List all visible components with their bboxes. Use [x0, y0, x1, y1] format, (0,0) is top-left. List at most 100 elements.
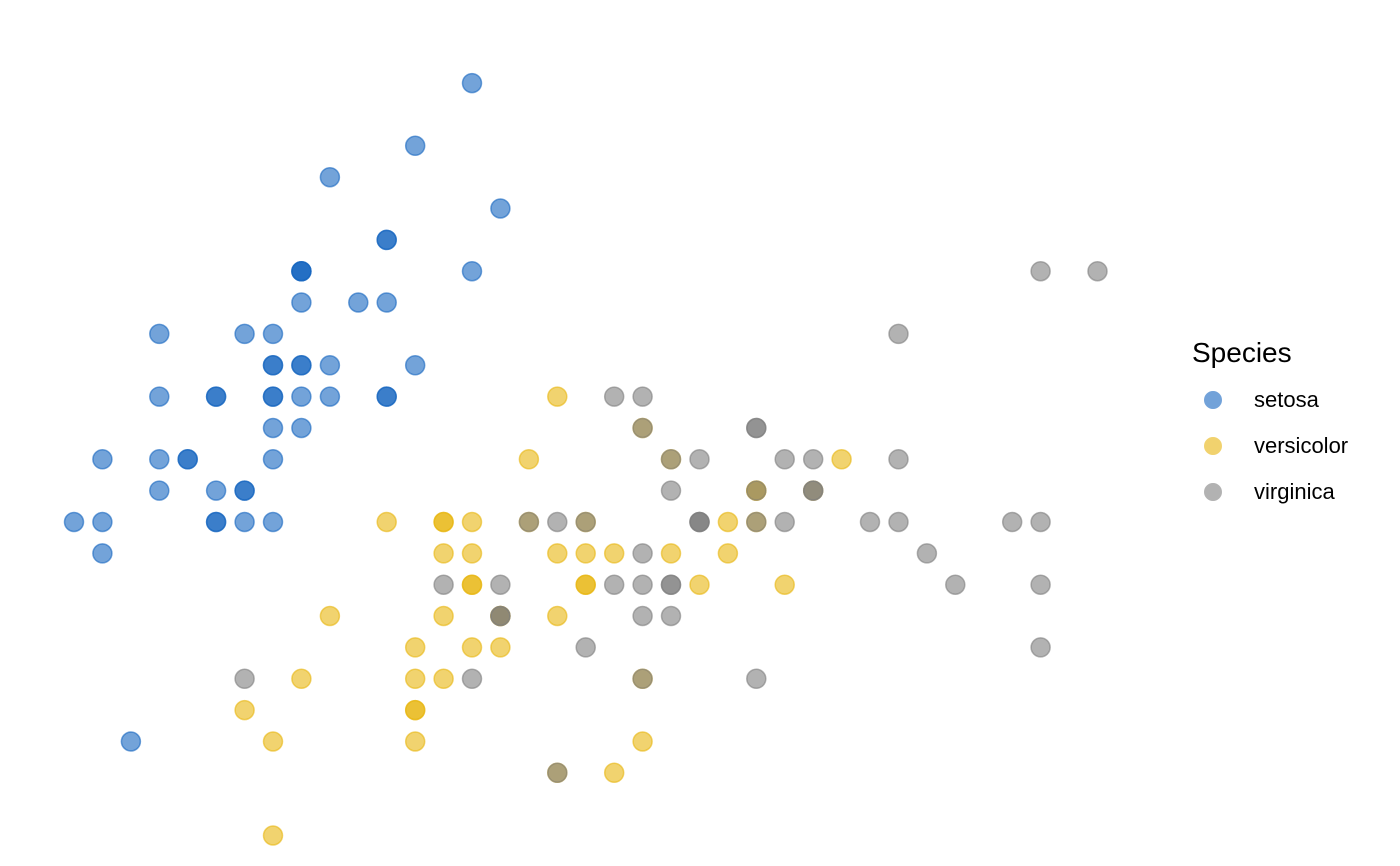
point-virginica-10: [689, 449, 710, 470]
point-versicolor-20: [518, 449, 540, 470]
point-versicolor-23: [575, 574, 596, 595]
point-versicolor-33: [547, 605, 568, 627]
point-versicolor-39: [404, 668, 426, 690]
legend-key-virginica: [1204, 483, 1222, 501]
point-setosa-23: [291, 417, 312, 439]
point-virginica-20: [802, 449, 824, 470]
point-versicolor-34: [376, 511, 397, 533]
point-versicolor-4: [689, 574, 710, 595]
point-versicolor-45: [461, 511, 483, 533]
point-versicolor-10: [262, 825, 284, 846]
point-virginica-33: [632, 574, 653, 595]
point-setosa-28: [319, 386, 341, 407]
point-versicolor-18: [603, 762, 625, 784]
legend-key-versicolor: [1204, 437, 1222, 455]
point-virginica-41: [802, 480, 824, 501]
point-virginica-22: [1030, 574, 1051, 595]
point-virginica-45: [746, 511, 767, 533]
point-setosa-18: [461, 260, 483, 282]
point-setosa-16: [376, 229, 397, 251]
point-virginica-15: [660, 449, 682, 470]
point-virginica-7: [916, 543, 938, 564]
point-virginica-5: [1001, 511, 1023, 533]
point-virginica-27: [575, 511, 596, 533]
point-versicolor-49: [461, 574, 483, 595]
point-versicolor-37: [632, 731, 653, 752]
point-versicolor-43: [262, 731, 284, 752]
legend-label-setosa: setosa: [1254, 387, 1319, 412]
point-virginica-40: [746, 480, 767, 501]
point-setosa-30: [205, 480, 227, 501]
point-virginica-35: [1030, 511, 1051, 533]
point-versicolor-9: [319, 605, 341, 627]
point-virginica-14: [490, 574, 511, 595]
point-versicolor-0: [831, 449, 852, 470]
point-versicolor-29: [461, 637, 483, 658]
point-virginica-13: [461, 668, 483, 690]
point-setosa-26: [262, 386, 284, 407]
legend-item-virginica: virginica: [1192, 474, 1335, 520]
point-setosa-35: [262, 449, 284, 470]
point-virginica-18: [1030, 637, 1051, 658]
point-setosa-42: [92, 449, 113, 470]
legend-title: Species: [1192, 337, 1292, 368]
point-setosa-32: [319, 166, 341, 188]
point-setosa-41: [120, 731, 142, 752]
point-setosa-14: [490, 198, 511, 219]
point-setosa-33: [404, 135, 426, 157]
point-setosa-24: [205, 386, 227, 407]
point-versicolor-44: [433, 605, 454, 627]
point-virginica-31: [1087, 260, 1108, 282]
point-virginica-26: [603, 574, 625, 595]
point-setosa-39: [291, 386, 312, 407]
point-setosa-15: [461, 72, 483, 94]
point-setosa-1: [234, 511, 255, 533]
point-setosa-34: [234, 480, 255, 501]
point-virginica-21: [433, 574, 454, 595]
point-setosa-21: [291, 292, 312, 313]
point-versicolor-48: [291, 668, 312, 690]
point-virginica-25: [888, 449, 909, 470]
point-virginica-43: [774, 449, 795, 470]
point-setosa-47: [149, 449, 170, 470]
point-versicolor-8: [717, 543, 739, 564]
point-setosa-48: [348, 292, 369, 313]
point-setosa-36: [404, 355, 426, 376]
point-setosa-31: [376, 386, 397, 407]
point-virginica-36: [632, 386, 653, 407]
point-setosa-49: [262, 417, 284, 439]
point-versicolor-40: [404, 637, 426, 658]
legend: Species setosa versicolor virginica: [1192, 336, 1348, 520]
point-versicolor-42: [490, 637, 511, 658]
point-setosa-3: [149, 480, 170, 501]
point-virginica-30: [945, 574, 966, 595]
point-setosa-45: [205, 511, 227, 533]
point-setosa-29: [177, 449, 198, 470]
point-setosa-43: [262, 355, 284, 376]
point-virginica-38: [547, 511, 568, 533]
point-setosa-37: [234, 323, 255, 345]
point-virginica-48: [603, 386, 625, 407]
point-setosa-8: [92, 543, 113, 564]
point-setosa-13: [63, 511, 85, 533]
point-versicolor-35: [547, 386, 568, 407]
point-setosa-4: [262, 323, 284, 345]
point-virginica-49: [518, 511, 540, 533]
point-virginica-12: [774, 511, 795, 533]
legend-key-setosa: [1204, 391, 1222, 409]
point-setosa-46: [291, 260, 312, 282]
point-virginica-0: [632, 417, 653, 439]
point-versicolor-19: [433, 668, 454, 690]
point-versicolor-47: [603, 543, 625, 564]
point-virginica-42: [490, 605, 511, 627]
legend-label-versicolor: versicolor: [1254, 433, 1349, 458]
point-versicolor-14: [433, 543, 454, 564]
point-versicolor-28: [547, 543, 568, 564]
point-virginica-17: [1030, 260, 1051, 282]
series-setosa: [63, 72, 511, 752]
series-virginica: [234, 260, 1108, 784]
point-virginica-19: [547, 762, 568, 784]
series-versicolor: [234, 386, 852, 846]
legend-item-versicolor: versicolor: [1192, 428, 1348, 474]
